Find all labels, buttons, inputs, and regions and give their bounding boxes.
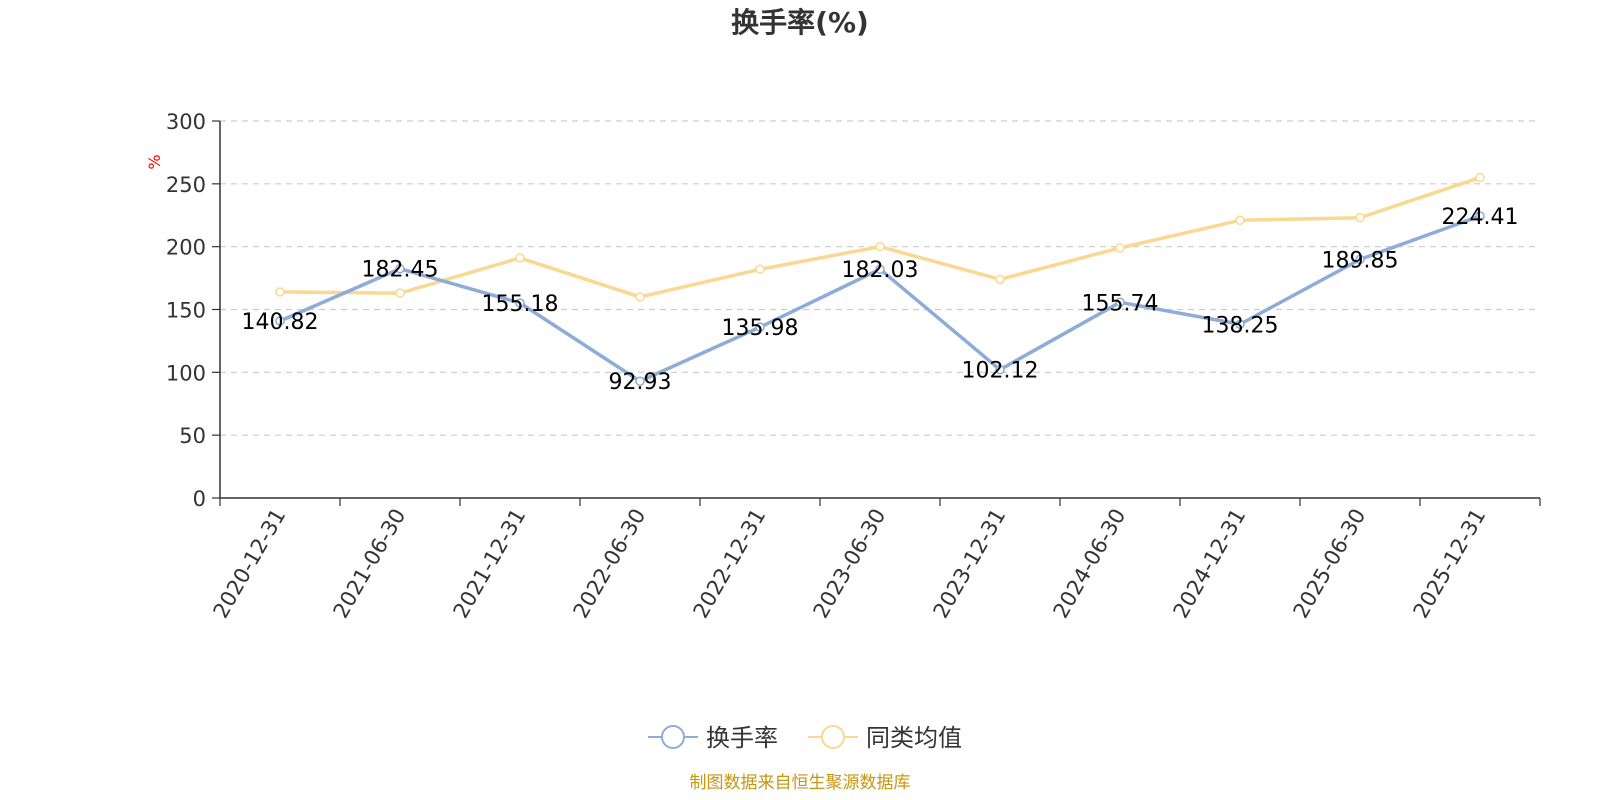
data-point xyxy=(515,253,525,263)
data-point xyxy=(1235,319,1245,330)
data-label: 138.25 xyxy=(1202,313,1279,338)
y-tick-label: 150 xyxy=(166,299,206,323)
legend-label: 同类均值 xyxy=(866,724,962,752)
data-point xyxy=(1355,213,1365,223)
axes: 0 50 100 150 200 250 300 2020-12-31 2021-06-30 20… xyxy=(166,110,1541,623)
data-label: 92.93 xyxy=(609,370,672,395)
x-tick-label: 2024-06-30 xyxy=(1049,505,1131,623)
data-point xyxy=(1355,254,1365,265)
data-point xyxy=(1115,297,1125,308)
data-point xyxy=(1235,215,1245,226)
data-point xyxy=(1475,211,1485,221)
y-axis-label: % xyxy=(145,154,164,169)
data-point xyxy=(1475,172,1485,183)
y-tick-label: 100 xyxy=(166,361,206,385)
data-point xyxy=(875,264,885,274)
y-tick-label: 50 xyxy=(179,424,206,448)
data-label: 182.45 xyxy=(362,258,439,283)
data-label: 224.41 xyxy=(1442,205,1519,230)
data-point xyxy=(515,298,525,308)
x-tick-label: 2022-06-30 xyxy=(569,505,651,623)
data-label: 140.82 xyxy=(242,310,319,335)
data-point xyxy=(395,263,405,274)
data-point xyxy=(635,376,645,386)
data-point xyxy=(275,287,285,297)
grid-lines xyxy=(220,120,1540,436)
data-label: 155.18 xyxy=(482,292,559,317)
data-label: 135.98 xyxy=(722,316,799,341)
x-tick-label: 2022-12-31 xyxy=(689,505,771,623)
data-label: 182.03 xyxy=(842,258,919,283)
x-tick-label: 2021-06-30 xyxy=(329,505,411,623)
x-tick-label: 2023-12-31 xyxy=(929,505,1011,623)
legend[interactable]: 换手率 同类均值 xyxy=(648,724,962,752)
y-tick-label: 250 xyxy=(166,173,206,197)
legend-item-0[interactable]: 换手率 xyxy=(648,724,778,752)
data-label: 155.74 xyxy=(1082,291,1159,316)
data-label: 102.12 xyxy=(962,359,1039,384)
x-tick-label: 2023-06-30 xyxy=(809,505,891,623)
data-point xyxy=(395,288,405,298)
x-tick-label: 2025-12-31 xyxy=(1409,505,1491,623)
x-tick-label: 2025-06-30 xyxy=(1289,505,1371,623)
legend-label: 换手率 xyxy=(706,724,778,752)
data-point xyxy=(995,274,1005,285)
data-point xyxy=(635,292,645,302)
data-point xyxy=(275,316,285,326)
data-label: 189.85 xyxy=(1322,248,1399,273)
y-tick-label: 300 xyxy=(166,110,206,134)
data-point xyxy=(755,322,765,332)
series-line-0 xyxy=(279,214,1481,383)
x-tick-label: 2021-12-31 xyxy=(449,505,531,623)
data-point xyxy=(995,364,1005,375)
x-tick-label: 2020-12-31 xyxy=(209,505,291,623)
legend-marker xyxy=(661,725,685,749)
data-point xyxy=(1115,243,1125,253)
chart-title: 换手率(%) xyxy=(731,6,869,39)
data-source-note: 制图数据来自恒生聚源数据库 xyxy=(690,773,911,793)
data-labels: 140.82 182.45 155.18 92.93 135.98 182.03 102.1… xyxy=(242,205,1519,395)
data-point xyxy=(755,264,765,275)
y-tick-label: 200 xyxy=(166,236,206,260)
data-point xyxy=(875,241,885,252)
legend-item-1[interactable]: 同类均值 xyxy=(808,724,962,752)
x-tick-label: 2024-12-31 xyxy=(1169,505,1251,623)
y-tick-label: 0 xyxy=(193,487,206,511)
legend-marker xyxy=(821,725,845,749)
series-lines xyxy=(275,172,1485,386)
